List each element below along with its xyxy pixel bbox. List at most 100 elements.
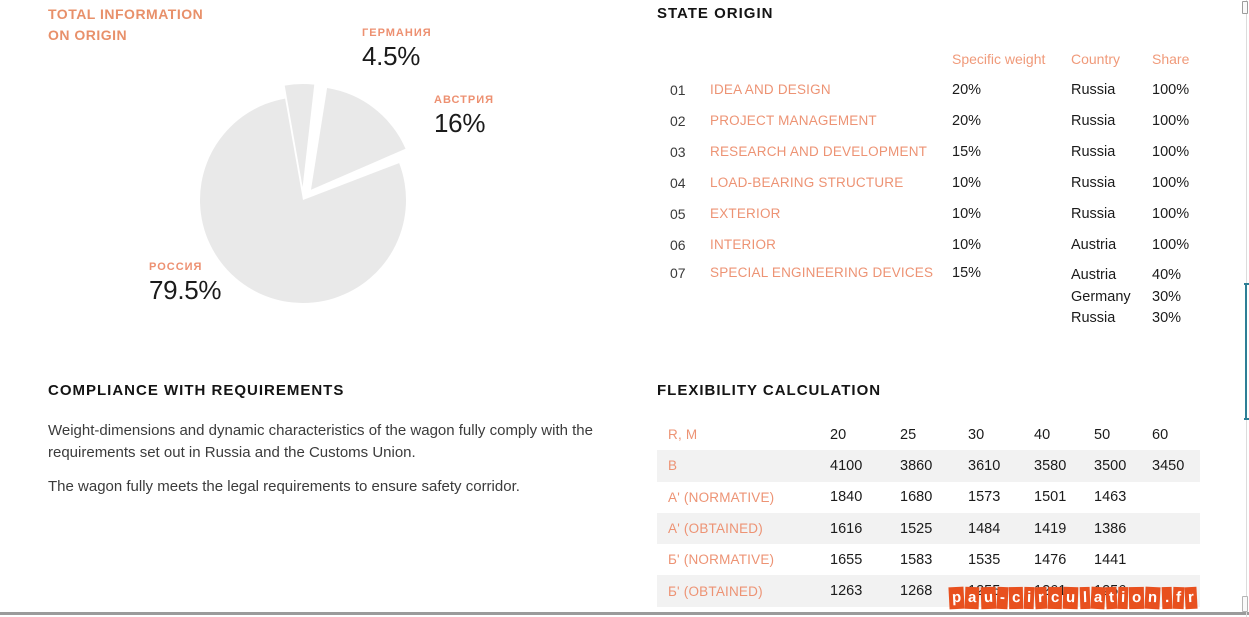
flexibility-row: B 4100 3860 3610 3580 3500 3450: [657, 450, 1200, 482]
flex-cell-value: 1476: [1034, 551, 1067, 568]
flex-cell-value: 4100: [830, 457, 863, 474]
flexibility-row: A' (OBTAINED) 1616 1525 1484 1419 1386: [657, 512, 1200, 545]
flexibility-header-row: R, M 20 25 30 40 50 60: [657, 419, 1200, 450]
header-country: Country: [1071, 50, 1121, 67]
pie-label-austria-name: АВСТРИЯ: [434, 94, 495, 106]
watermark-letter: i: [1023, 586, 1035, 610]
pie-slice-austria: [311, 87, 406, 190]
pie-label-austria: АВСТРИЯ 16%: [434, 94, 494, 139]
flex-row-label: A' (NORMATIVE): [668, 489, 775, 505]
watermark-letter: l: [1079, 586, 1091, 610]
flex-cell-value: 1386: [1094, 520, 1127, 537]
watermark-letter: n: [1144, 586, 1162, 610]
watermark-letter: -: [996, 586, 1009, 610]
flex-cell-value: 3610: [968, 457, 1001, 474]
flex-cell-value: 1840: [830, 489, 863, 506]
origin-title-line1: TOTAL INFORMATION: [48, 6, 204, 22]
watermark-letter: a: [1090, 586, 1106, 610]
flexibility-table: R, M 20 25 30 40 50 60 B 4100 3860 3610 3580…: [657, 419, 1200, 607]
flex-cell-value: 1268: [900, 583, 933, 600]
flex-col-20: 20: [830, 426, 847, 443]
scrollbar-thumb[interactable]: [1244, 283, 1249, 420]
row-label: EXTERIOR: [710, 206, 781, 221]
state-origin-table: Specific weight Country Share 01 IDEA AND…: [657, 43, 1202, 334]
watermark-letter: r: [1184, 586, 1198, 610]
row-share: 100%: [1152, 236, 1190, 253]
state-origin-row: 07 SPECIAL ENGINEERING DEVICES 15% Austria …: [657, 260, 1202, 334]
compliance-heading: COMPLIANCE WITH REQUIREMENTS: [48, 382, 345, 399]
row-number: 04: [670, 174, 686, 191]
row-number: 02: [670, 112, 686, 129]
flex-header-label: R, M: [668, 427, 698, 443]
row-country: Russia: [1071, 81, 1116, 98]
row-share: 100%: [1152, 174, 1190, 191]
row-label: LOAD-BEARING STRUCTURE: [710, 175, 904, 190]
origin-pie-chart: [200, 84, 407, 304]
state-origin-row: 03 RESEARCH AND DEVELOPMENT 15% Russia 100%: [657, 136, 1202, 167]
flex-row-label: A' (OBTAINED): [668, 521, 763, 537]
row-country: Russia: [1071, 205, 1116, 222]
row-specific-weight: 20%: [952, 112, 982, 129]
row-specific-weight: 15%: [952, 265, 982, 281]
state-origin-row: 04 LOAD-BEARING STRUCTURE 10% Russia 100%: [657, 167, 1202, 198]
flex-cell-value: 1463: [1094, 489, 1127, 506]
flex-cell-value: 1583: [900, 551, 933, 568]
flex-col-30: 30: [968, 426, 985, 443]
flexibility-rows: B 4100 3860 3610 3580 3500 3450 A' (NORMATIVE) 1…: [657, 450, 1200, 607]
watermark-letter: i: [1117, 586, 1129, 610]
scrollbar-down-button[interactable]: [1242, 596, 1248, 612]
state-origin-row: 01 IDEA AND DESIGN 20% Russia 100%: [657, 74, 1202, 105]
pie-label-germany: ГЕРМАНИЯ 4.5%: [362, 27, 432, 72]
origin-title-line2: ON ORIGIN: [48, 27, 128, 43]
watermark-letter: c: [1008, 586, 1024, 610]
state-origin-row: 05 EXTERIOR 10% Russia 100%: [657, 198, 1202, 229]
state-origin-rows: 01 IDEA AND DESIGN 20% Russia 100% 02 PROJECT …: [657, 74, 1202, 334]
row-specific-weight: 15%: [952, 143, 982, 160]
row-share: 100%: [1152, 205, 1190, 222]
row-number: 05: [670, 205, 686, 222]
compliance-paragraph-2: The wagon fully meets the legal requirem…: [48, 478, 520, 495]
watermark-letter: c: [1047, 586, 1063, 610]
pie-label-russia: РОССИЯ 79.5%: [149, 261, 222, 306]
pie-slice-germany: [284, 84, 315, 187]
row-share: 40% 30% 30%: [1152, 267, 1182, 327]
flex-cell-value: 1573: [968, 489, 1001, 506]
state-origin-row: 06 INTERIOR 10% Austria 100%: [657, 229, 1202, 260]
watermark-letter: .: [1161, 586, 1173, 610]
watermark-letter: t: [1105, 586, 1118, 610]
flex-cell-value: 1535: [968, 551, 1001, 568]
state-origin-heading: STATE ORIGIN: [657, 5, 774, 22]
flex-cell-value: 1680: [900, 489, 933, 506]
row-country: Austria Germany Russia: [1071, 267, 1131, 327]
row-label: RESEARCH AND DEVELOPMENT: [710, 144, 928, 159]
flex-row-label: Б' (NORMATIVE): [668, 552, 775, 568]
watermark-letter: u: [1063, 586, 1079, 610]
row-country: Austria: [1071, 236, 1117, 253]
flex-col-40: 40: [1034, 426, 1051, 443]
row-share: 100%: [1152, 143, 1190, 160]
row-share: 100%: [1152, 81, 1190, 98]
row-specific-weight: 10%: [952, 174, 982, 191]
row-number: 01: [670, 81, 686, 98]
row-number: 06: [670, 236, 686, 253]
header-share: Share: [1152, 50, 1190, 67]
flex-cell-value: 3500: [1094, 457, 1127, 474]
row-label: IDEA AND DESIGN: [710, 82, 831, 97]
flex-cell-value: 3450: [1152, 457, 1185, 474]
row-number: 03: [670, 143, 686, 160]
flexibility-heading: FLEXIBILITY CALCULATION: [657, 382, 882, 399]
row-specific-weight: 10%: [952, 236, 982, 253]
watermark-letter: u: [980, 586, 997, 610]
flex-col-25: 25: [900, 426, 917, 443]
row-country: Russia: [1071, 112, 1116, 129]
flex-col-50: 50: [1094, 426, 1111, 443]
pie-label-germany-value: 4.5%: [362, 41, 421, 71]
row-label: PROJECT MANAGEMENT: [710, 113, 877, 128]
header-specific-weight: Specific weight: [952, 50, 1046, 67]
pie-label-russia-name: РОССИЯ: [149, 261, 203, 273]
flex-col-60: 60: [1152, 426, 1169, 443]
scrollbar-up-button[interactable]: [1242, 1, 1248, 14]
bottom-border-bar: [0, 612, 1249, 615]
